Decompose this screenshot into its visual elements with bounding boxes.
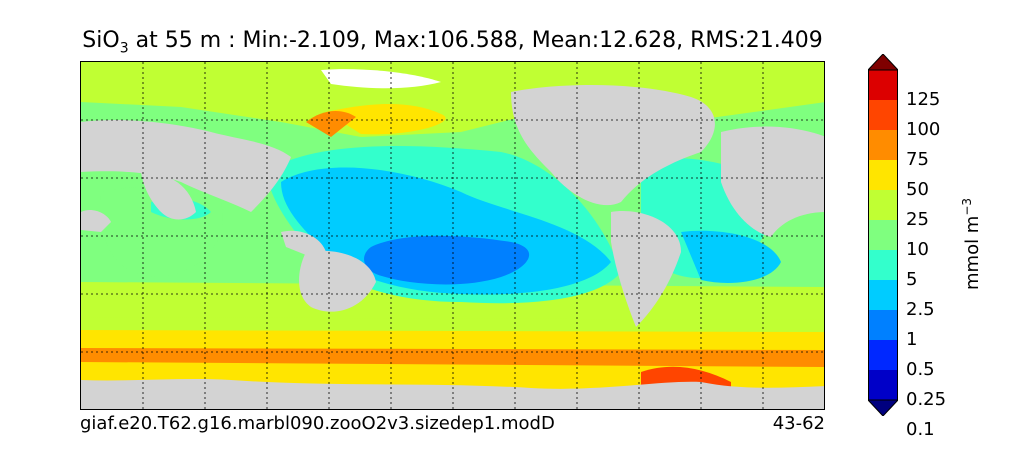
case-name: giaf.e20.T62.g16.marbl090.zooO2v3.sizede… (80, 413, 555, 434)
colorbar-segment (868, 280, 898, 310)
colorbar-segment (868, 250, 898, 280)
antarctica-land (81, 379, 824, 409)
map-plot (81, 62, 824, 409)
india-land (141, 172, 196, 220)
colorbar-segment (868, 130, 898, 160)
colorbar-segment (868, 70, 898, 100)
colorbar-segment (868, 190, 898, 220)
colorbar-tick-label: 1 (906, 329, 918, 350)
colorbar-tick-label: 25 (906, 209, 929, 230)
arabia-land (81, 210, 111, 232)
colorbar-tick-label: 50 (906, 179, 929, 200)
colorbar-under-triangle (868, 399, 898, 416)
colorbar-tick-label: 100 (906, 119, 941, 140)
south-america-land (611, 211, 681, 327)
title-subscript: 3 (119, 40, 129, 57)
title-stats: at 55 m : Min:-2.109, Max:106.588, Mean:… (128, 28, 823, 53)
colorbar (868, 54, 898, 416)
borneo-land (281, 230, 326, 257)
title-variable: SiO (82, 28, 120, 53)
colorbar-tick-label: 125 (906, 89, 941, 110)
map-title: SiO3 at 55 m : Min:-2.109, Max:106.588, … (0, 28, 905, 56)
colorbar-tick-label: 2.5 (906, 299, 935, 320)
band-npac-25 (326, 104, 446, 135)
colorbar-tick-label: 75 (906, 149, 929, 170)
colorbar-tick-label: 5 (906, 269, 918, 290)
eurasia-land (81, 120, 291, 212)
colorbar-tick-label: 0.1 (906, 419, 935, 440)
africa-europe-land (721, 126, 824, 237)
units-exponent: −3 (960, 197, 974, 216)
colorbar-segment (868, 340, 898, 370)
year-range: 43-62 (772, 413, 825, 434)
colorbar-tick-label: 10 (906, 239, 929, 260)
colorbar-segment (868, 160, 898, 190)
colorbar-segment (868, 220, 898, 250)
colorbar-tick-label: 0.5 (906, 359, 935, 380)
colorbar-tick-label: 0.25 (906, 389, 947, 410)
map-gridlines (81, 62, 824, 409)
band-pacific-0.5 (364, 235, 530, 285)
arctic-ice (321, 69, 441, 89)
band-pacific-1 (281, 167, 611, 295)
colorbar-units: mmol m−3 (960, 198, 983, 290)
colorbar-segment (868, 370, 898, 400)
colorbar-segment (868, 310, 898, 340)
north-america-land (511, 85, 715, 206)
band-satl-1 (681, 230, 781, 283)
australia-land (299, 250, 376, 312)
band-south-25 (81, 330, 824, 352)
map-panel (80, 61, 825, 410)
colorbar-over-triangle (868, 54, 898, 71)
units-text: mmol m (962, 215, 983, 290)
band-okhotsk-50 (306, 110, 356, 137)
colorbar-segment (868, 100, 898, 130)
